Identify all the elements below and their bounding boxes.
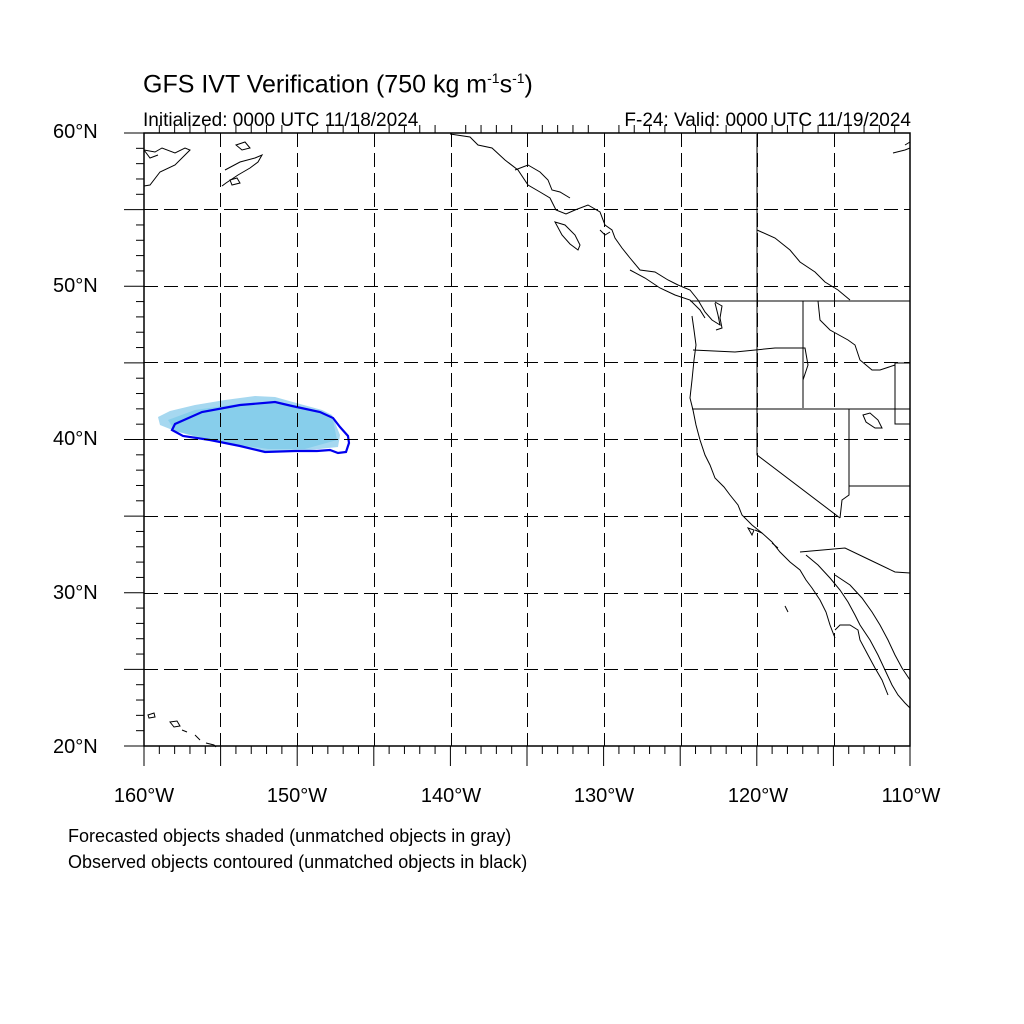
valid-time-label: F-24: Valid: 0000 UTC 11/19/2024 <box>624 110 911 131</box>
init-time-label: Initialized: 0000 UTC 11/18/2024 <box>143 110 419 131</box>
observed-object-contour <box>170 400 351 455</box>
lat-label-60: 60°N <box>53 121 98 143</box>
lat-label-30: 30°N <box>53 582 98 604</box>
forecast-note: Forecasted objects shaded (unmatched obj… <box>68 826 512 846</box>
observed-note: Observed objects contoured (unmatched ob… <box>68 852 528 872</box>
lon-label-130w: 130°W <box>573 785 635 807</box>
title-end: ) <box>524 70 533 99</box>
axis-ticks <box>124 125 911 766</box>
forecast-object-fill <box>168 402 337 449</box>
title-mid: s <box>499 70 513 99</box>
title-sup2: -1 <box>512 70 525 86</box>
lat-label-50: 50°N <box>53 275 98 297</box>
lon-label-160w: 160°W <box>113 785 175 807</box>
lon-label-140w: 140°W <box>420 785 482 807</box>
chart-title: GFS IVT Verification (750 kg m-1s-1) <box>143 70 533 99</box>
lat-label-40: 40°N <box>53 428 98 450</box>
lon-label-120w: 120°W <box>727 785 789 807</box>
title-main: GFS IVT Verification (750 kg m <box>143 70 488 99</box>
lat-label-20: 20°N <box>53 736 98 758</box>
lon-label-110w: 110°W <box>881 785 941 807</box>
title-sup1: -1 <box>487 70 500 86</box>
lon-label-150w: 150°W <box>266 785 328 807</box>
graticule <box>144 133 910 746</box>
